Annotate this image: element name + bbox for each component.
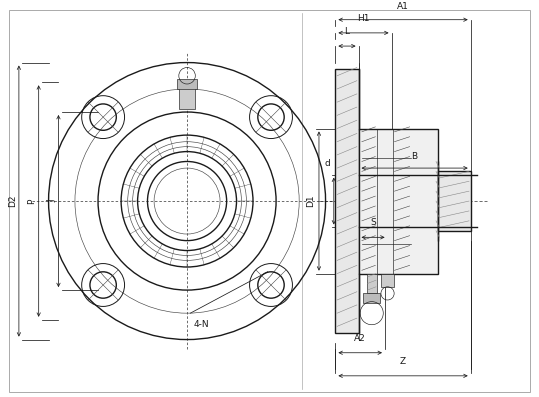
Bar (363, 293, 380, 303)
Text: A2: A2 (354, 334, 366, 343)
Text: P: P (27, 198, 37, 204)
Text: L: L (344, 27, 349, 36)
Bar (335, 69, 358, 333)
Text: J: J (47, 200, 57, 202)
Text: D2: D2 (8, 195, 17, 207)
Text: d: d (324, 159, 330, 168)
Text: Z: Z (400, 357, 406, 366)
Bar (179, 86, 195, 109)
Bar (367, 274, 377, 293)
Text: 4-N: 4-N (194, 320, 209, 329)
Text: S: S (370, 218, 376, 227)
Bar (177, 79, 197, 89)
Bar (438, 172, 471, 231)
Text: A1: A1 (397, 2, 409, 12)
Bar (358, 129, 438, 274)
Bar (381, 274, 394, 287)
Text: H1: H1 (357, 14, 370, 23)
Text: D1: D1 (306, 195, 315, 207)
Text: B: B (412, 152, 418, 162)
